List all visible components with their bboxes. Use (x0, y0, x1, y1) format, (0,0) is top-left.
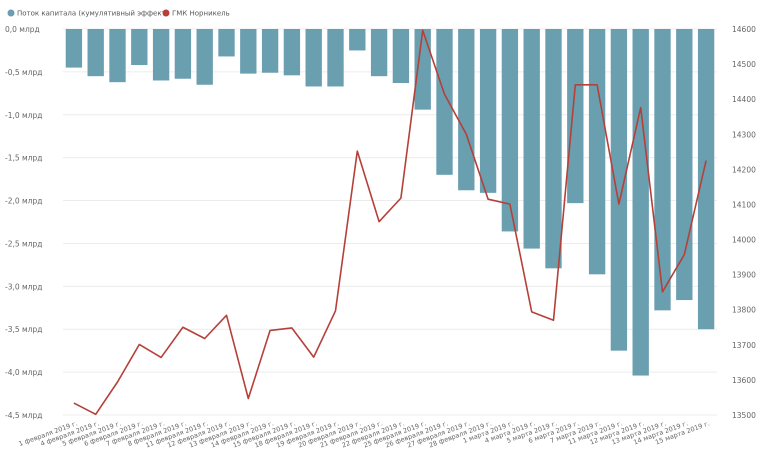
bar (152, 29, 170, 81)
bar (174, 29, 192, 79)
bar (588, 29, 606, 275)
right-axis-tick-label: 13700 (732, 341, 756, 350)
right-axis-tick-label: 14100 (732, 200, 756, 209)
line-path (73, 29, 707, 416)
right-axis-tick-label: 14300 (732, 130, 756, 139)
bar (218, 29, 235, 57)
bar (392, 29, 410, 84)
left-axis-tick-label: -2,5 млрд (5, 239, 42, 248)
left-axis-tick-label: -4,5 млрд (5, 411, 42, 420)
gridlines (63, 28, 717, 416)
bar (458, 29, 475, 191)
bar (697, 29, 715, 330)
legend-marker-norilsk (162, 9, 170, 17)
x-axis: 1 февраля 2019 г.4 февраля 2019 г.5 февр… (18, 419, 711, 449)
left-axis-tick-label: 0,0 млрд (5, 25, 40, 34)
left-axis-tick-label: -0,5 млрд (5, 68, 42, 77)
left-y-axis: 0,0 млрд -0,5 млрд -1,0 млрд -1,5 млрд -2,0 … (5, 25, 42, 420)
bar (196, 29, 213, 85)
bar (87, 29, 104, 77)
legend-label-capital-flow: Поток капитала (кумулятивный эффект) (17, 10, 169, 18)
right-axis-tick-label: 14200 (732, 165, 756, 174)
bar (501, 29, 519, 232)
bar (632, 29, 649, 376)
bar (523, 29, 540, 249)
bar (283, 29, 301, 76)
left-axis-tick-label: -3,0 млрд (5, 282, 42, 291)
bar (654, 29, 671, 311)
bar (479, 29, 497, 193)
bar (349, 29, 366, 51)
left-axis-tick-label: -1,5 млрд (5, 154, 42, 163)
bar (414, 29, 431, 110)
legend: Поток капитала (кумулятивный эффект) ГМК… (7, 9, 230, 18)
bar (305, 29, 322, 87)
bar-series (65, 29, 715, 376)
bar (567, 29, 584, 204)
bar (610, 29, 628, 351)
bar (545, 29, 562, 269)
bar (261, 29, 279, 73)
right-axis-tick-label: 13900 (732, 271, 756, 280)
bar (240, 29, 257, 74)
bar (109, 29, 126, 83)
right-axis-tick-label: 14500 (732, 60, 756, 69)
bar (370, 29, 388, 77)
line-series (73, 29, 707, 416)
left-axis-tick-label: -3,5 млрд (5, 325, 42, 334)
right-axis-tick-label: 13600 (732, 376, 756, 385)
right-axis-tick-label: 14000 (732, 236, 756, 245)
legend-label-norilsk: ГМК Норникель (172, 10, 230, 18)
bar (65, 29, 83, 68)
right-axis-tick-label: 14400 (732, 95, 756, 104)
right-axis-tick-label: 13800 (732, 306, 756, 315)
bar (676, 29, 693, 301)
bar (436, 29, 453, 175)
left-axis-tick-label: -2,0 млрд (5, 197, 42, 206)
bar (131, 29, 148, 66)
right-y-axis: 14600 14500 14400 14300 14200 14100 14000 13900… (732, 25, 756, 420)
left-axis-tick-label: -4,0 млрд (5, 368, 42, 377)
bar (327, 29, 344, 87)
right-axis-tick-label: 14600 (732, 25, 756, 34)
left-axis-tick-label: -1,0 млрд (5, 111, 42, 120)
right-axis-tick-label: 13500 (732, 411, 756, 420)
legend-marker-capital-flow (7, 9, 15, 17)
